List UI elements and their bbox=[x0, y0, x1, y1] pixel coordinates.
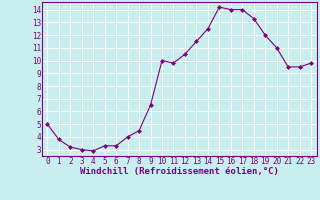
X-axis label: Windchill (Refroidissement éolien,°C): Windchill (Refroidissement éolien,°C) bbox=[80, 167, 279, 176]
